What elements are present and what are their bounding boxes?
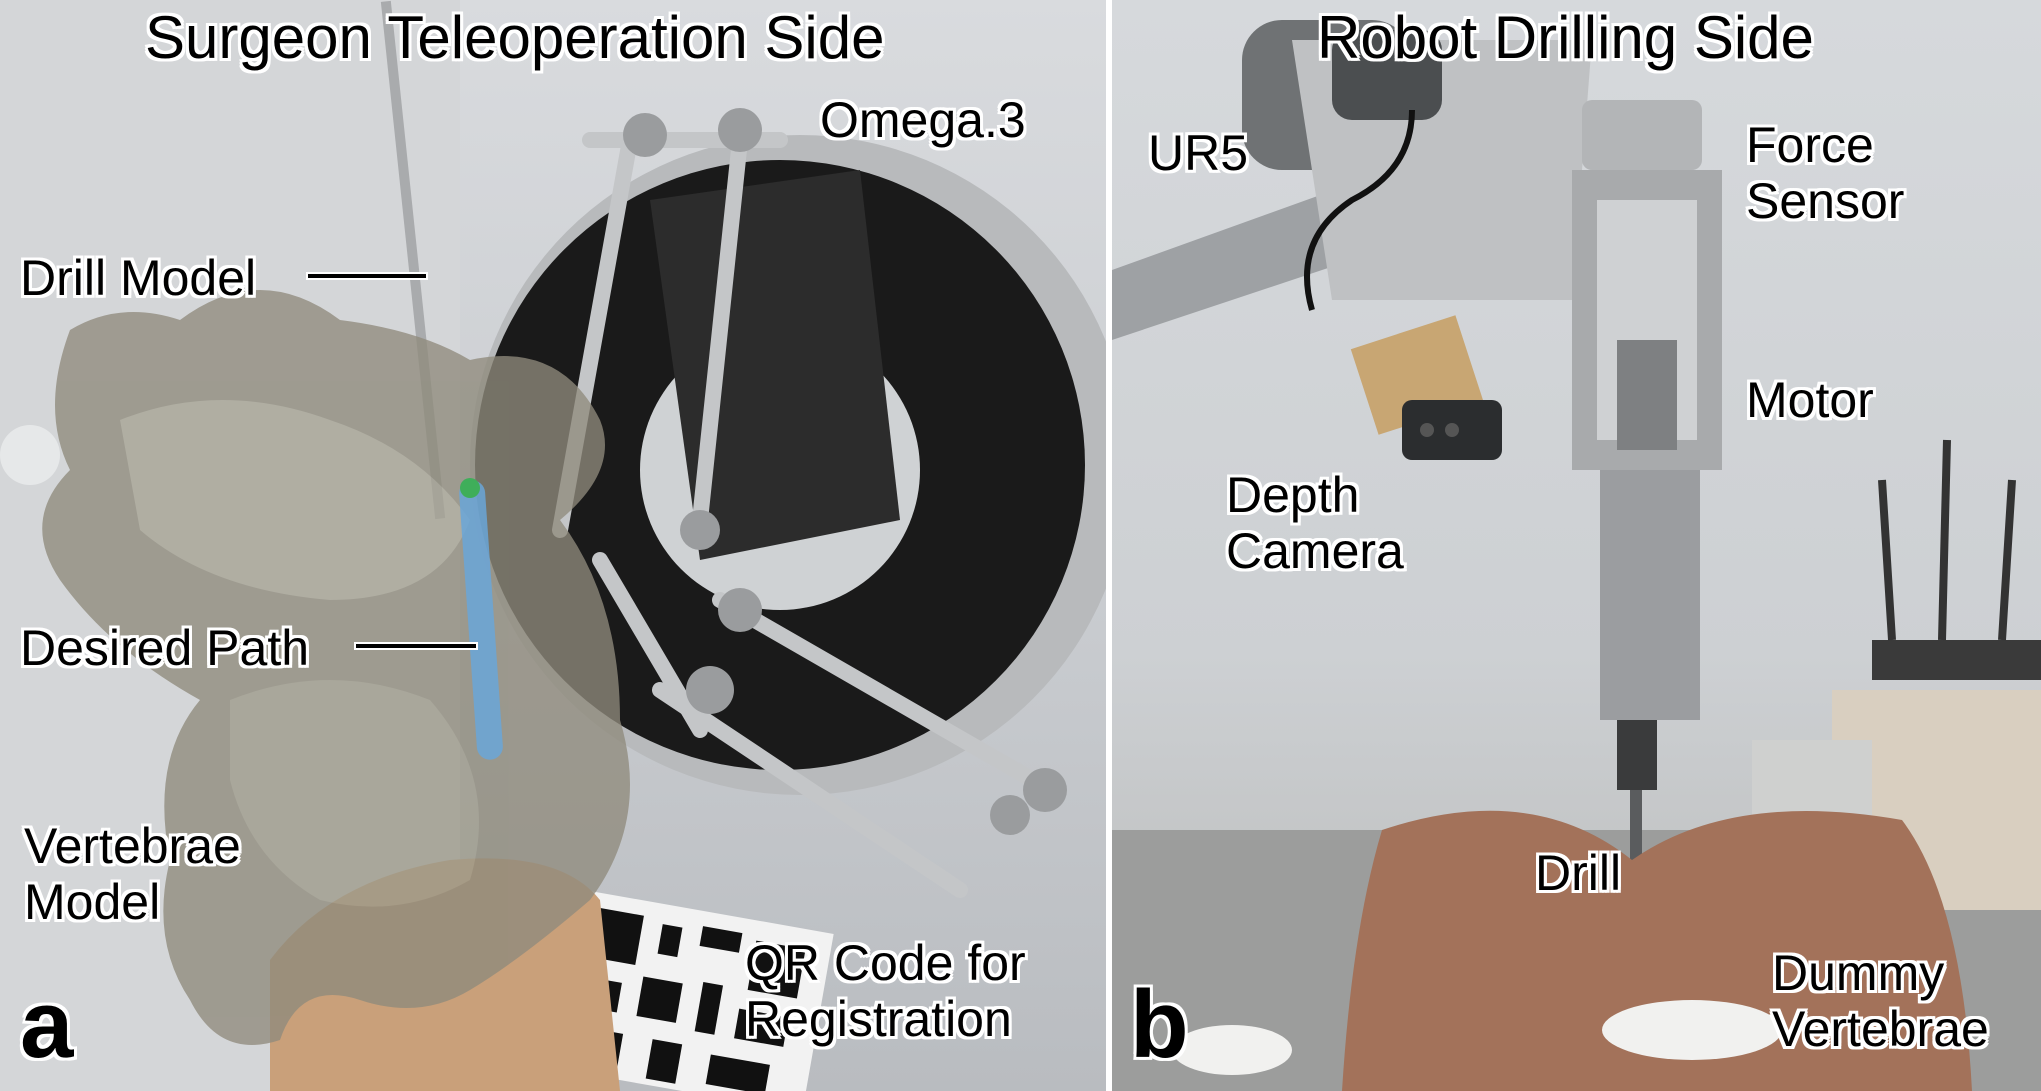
leader-line-drill-model [308, 274, 426, 278]
spindle-shape [1600, 470, 1700, 720]
label-force-line2: Sensor [1746, 173, 1905, 229]
drill-frame-shape [1572, 170, 1722, 470]
label-drill: Drill [1535, 845, 1622, 901]
leader-line-desired-path [356, 644, 476, 648]
label-vertebrae-model-line2: Model [24, 874, 161, 930]
panel-b-photo [1112, 20, 2041, 1091]
label-force-line1: Force [1746, 117, 1874, 173]
force-sensor-shape [1582, 100, 1702, 170]
router-shape [1872, 439, 2041, 680]
vertebrae-model-shape [42, 290, 630, 1045]
label-depth-line2: Camera [1226, 523, 1404, 579]
cable-shape [1304, 109, 1415, 311]
label-desired-path: Desired Path [20, 620, 310, 676]
label-qr-line2: Registration [745, 991, 1012, 1047]
label-ur5: UR5 [1148, 125, 1249, 181]
panel-a-letter: a [20, 971, 74, 1078]
lamp-shape [0, 425, 60, 485]
dummy-vertebrae-bones [1172, 1000, 1782, 1075]
label-omega3: Omega.3 [820, 92, 1026, 148]
label-dummy-line1: Dummy [1772, 945, 1945, 1001]
chuck-shape [1617, 720, 1657, 790]
label-vertebrae-model-line1: Vertebrae [24, 818, 241, 874]
label-motor: Motor [1746, 372, 1874, 428]
drill-tip-marker [460, 478, 480, 498]
dummy-vertebrae-block [1342, 810, 1972, 1091]
panel-a-surgeon-side: Surgeon Teleoperation Side Omega.3 Drill… [0, 0, 1106, 1091]
desired-path-shape [459, 480, 503, 760]
label-qr-line1: QR Code for [745, 935, 1026, 991]
motor-shape [1617, 340, 1677, 450]
ur5-arm-shape [1112, 20, 1592, 340]
panel-divider [1106, 0, 1112, 1091]
label-drill-model: Drill Model [20, 250, 257, 306]
panel-b-title: Robot Drilling Side [1317, 4, 1814, 71]
panel-b-letter: b [1130, 971, 1189, 1078]
label-depth-line1: Depth [1226, 467, 1360, 523]
label-dummy-line2: Vertebrae [1772, 1001, 1989, 1057]
panel-a-photo [0, 0, 1106, 1091]
panel-b-robot-side: Robot Drilling Side UR5 Force Sensor Mot… [1112, 0, 2041, 1091]
panel-a-title: Surgeon Teleoperation Side [145, 4, 885, 71]
